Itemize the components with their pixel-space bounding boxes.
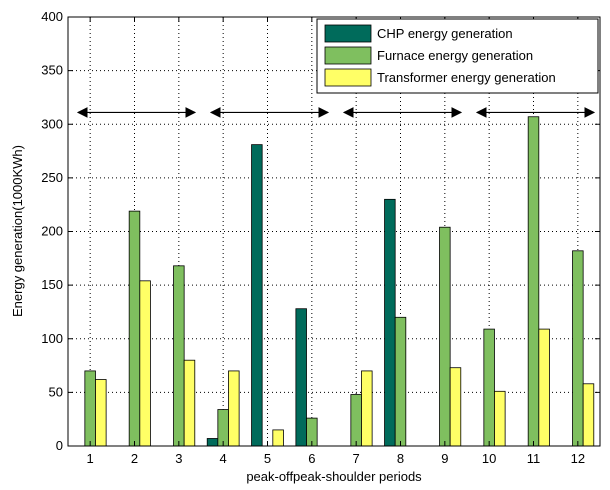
- bar-series-0-cat-8: [384, 198, 396, 447]
- bar-series-1-cat-12: [572, 250, 584, 447]
- x-tick-label: 7: [353, 451, 360, 466]
- bar-series-1-cat-4: [217, 409, 229, 447]
- x-tick-label: 3: [175, 451, 182, 466]
- bar-series-2-cat-7: [361, 370, 373, 447]
- bar-series-0-cat-5: [251, 144, 263, 447]
- legend-swatch: [324, 68, 372, 87]
- y-axis-label: Energy generation(1000KWh): [10, 145, 25, 317]
- bars: [84, 116, 595, 447]
- bar-series-2-cat-9: [449, 367, 462, 447]
- bar-series-1-cat-11: [527, 116, 540, 447]
- x-axis-label: peak-offpeak-shoulder periods: [246, 469, 422, 484]
- bar-series-2-cat-5: [272, 429, 284, 447]
- y-tick-label: 400: [41, 9, 63, 24]
- bar-series-2-cat-2: [139, 280, 151, 447]
- x-tick-label: 11: [527, 451, 541, 466]
- y-tick-label: 50: [49, 384, 63, 399]
- bar-series-0-cat-6: [295, 308, 307, 447]
- x-tick-label: 4: [220, 451, 227, 466]
- x-tick-label: 6: [308, 451, 315, 466]
- bar-series-2-cat-4: [228, 370, 240, 447]
- y-tick-label: 150: [41, 277, 63, 292]
- y-tick-label: 300: [41, 116, 63, 131]
- bar-series-1-cat-7: [350, 394, 362, 447]
- bar-series-1-cat-8: [394, 316, 407, 447]
- bar-series-1-cat-9: [439, 226, 451, 447]
- y-tick-label: 250: [41, 170, 63, 185]
- bar-series-2-cat-12: [582, 383, 595, 447]
- bar-series-2-cat-3: [183, 359, 196, 447]
- y-tick-label: 200: [41, 224, 63, 239]
- bar-series-2-cat-1: [95, 379, 107, 447]
- legend: CHP energy generation Furnace energy gene…: [316, 18, 599, 94]
- y-tick-label: 0: [56, 438, 63, 453]
- legend-label: Transformer energy generation: [377, 70, 556, 85]
- grid: [68, 17, 600, 446]
- x-tick-label: 8: [397, 451, 404, 466]
- x-tick-label: 9: [441, 451, 448, 466]
- y-axis: 0 50 100 150 200 250 300 350 400: [41, 9, 600, 453]
- x-tick-label: 10: [482, 451, 496, 466]
- x-tick-label: 2: [131, 451, 138, 466]
- legend-swatch: [324, 46, 372, 65]
- bar-series-0-cat-4: [206, 438, 219, 447]
- legend-label: Furnace energy generation: [377, 48, 533, 63]
- bar-series-2-cat-10: [494, 390, 506, 447]
- bar-series-1-cat-3: [173, 265, 185, 447]
- legend-label: CHP energy generation: [377, 26, 513, 41]
- bar-series-1-cat-2: [128, 210, 141, 447]
- x-axis: 1 2 3 4 5 6 7 8 9 10 11 12: [87, 17, 585, 466]
- x-tick-label: 12: [571, 451, 585, 466]
- bar-series-2-cat-11: [538, 328, 550, 447]
- x-tick-label: 1: [87, 451, 94, 466]
- y-tick-label: 100: [41, 331, 63, 346]
- bar-series-1-cat-1: [84, 370, 96, 447]
- bar-series-1-cat-10: [483, 328, 495, 447]
- x-tick-label: 5: [264, 451, 271, 466]
- legend-swatch: [324, 24, 372, 43]
- y-tick-label: 350: [41, 63, 63, 78]
